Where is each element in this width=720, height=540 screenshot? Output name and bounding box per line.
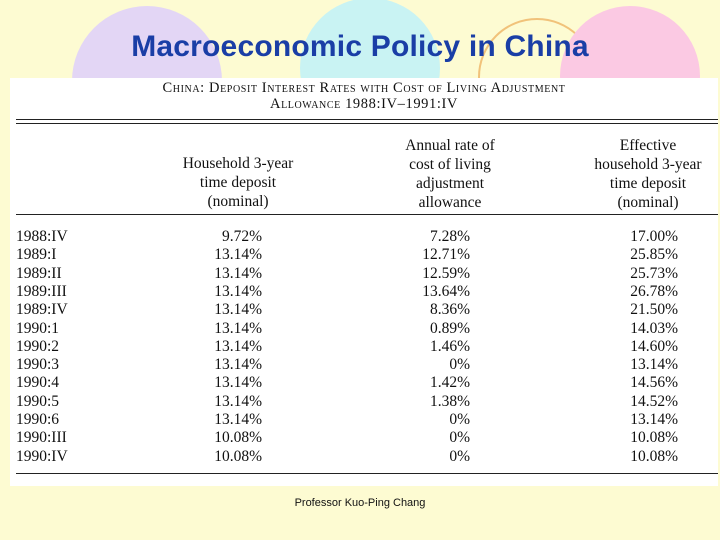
row-deposit: 13.14% <box>214 374 262 392</box>
row-period: 1990:4 <box>16 374 60 392</box>
header-col2-line3: adjustment <box>415 175 485 192</box>
row-allowance: 8.36% <box>429 301 470 319</box>
row-effective: 10.08% <box>630 447 678 465</box>
row-allowance: 1.42% <box>429 374 470 392</box>
row-deposit: 13.14% <box>214 392 262 410</box>
row-deposit: 13.14% <box>214 264 262 282</box>
top-rule <box>16 119 718 120</box>
row-effective: 21.50% <box>630 301 678 319</box>
row-effective: 25.73% <box>630 264 678 282</box>
bottom-rule <box>16 473 718 474</box>
header-col2-line1: Annual rate of <box>405 137 495 154</box>
table-row: 1989:III 13.14% 13.64% 26.78% <box>10 283 718 301</box>
row-deposit: 13.14% <box>214 356 262 374</box>
row-allowance: 7.28% <box>429 228 470 245</box>
header-effective-deposit: Effective household 3-year time deposit … <box>578 136 718 212</box>
row-allowance: 0% <box>449 356 470 374</box>
row-period: 1989:IV <box>16 301 68 319</box>
row-period: 1990:1 <box>16 319 60 337</box>
row-period: 1990:IV <box>16 447 68 465</box>
header-cost-of-living: Annual rate of cost of living adjustment… <box>375 136 525 212</box>
row-period: 1989:II <box>16 264 62 282</box>
row-effective: 13.14% <box>630 411 678 428</box>
header-col2-line2: cost of living <box>409 156 491 173</box>
row-effective: 25.85% <box>630 246 678 264</box>
row-allowance: 0% <box>449 447 470 465</box>
row-allowance: 1.46% <box>429 337 470 355</box>
table-row: 1990:3 13.14% 0% 13.14% <box>10 356 718 374</box>
scanned-table: China: Deposit Interest Rates with Cost … <box>10 78 718 486</box>
row-allowance: 0% <box>449 429 470 447</box>
row-effective: 10.08% <box>630 429 678 447</box>
row-period: 1990:6 <box>16 411 60 428</box>
header-col1-line2: time deposit <box>199 174 277 191</box>
row-period: 1988:IV <box>16 228 68 245</box>
row-period: 1990:3 <box>16 356 60 374</box>
row-effective: 17.00% <box>630 228 678 245</box>
table-caption-line2: Allowance 1988:IV–1991:IV <box>270 96 458 112</box>
row-effective: 14.52% <box>630 392 678 410</box>
row-deposit: 9.72% <box>221 228 262 245</box>
row-deposit: 13.14% <box>214 246 262 264</box>
row-deposit: 13.14% <box>214 411 262 428</box>
table-caption-line1: China: Deposit Interest Rates with Cost … <box>162 80 566 96</box>
table-row: 1990:1 13.14% 0.89% 14.03% <box>10 320 718 338</box>
row-deposit: 13.14% <box>214 319 262 337</box>
table-row: 1990:III 10.08% 0% 10.08% <box>10 429 718 447</box>
header-col2-line4: allowance <box>418 194 482 211</box>
footer-author: Professor Kuo-Ping Chang <box>294 497 426 509</box>
row-effective: 13.14% <box>630 356 678 374</box>
header-col3-line1: Effective <box>619 137 677 154</box>
row-period: 1990:III <box>16 429 67 447</box>
row-allowance: 12.71% <box>422 246 470 264</box>
row-period: 1989:I <box>16 246 57 264</box>
row-allowance: 13.64% <box>422 282 470 300</box>
row-allowance: 1.38% <box>429 392 470 410</box>
row-allowance: 12.59% <box>422 264 470 282</box>
table-row: 1989:II 13.14% 12.59% 25.73% <box>10 265 718 283</box>
header-col1-line3: (nominal) <box>207 193 269 210</box>
row-deposit: 13.14% <box>214 282 262 300</box>
row-effective: 14.03% <box>630 319 678 337</box>
header-col3-line2: household 3-year <box>594 156 702 173</box>
table-row: 1990:6 13.14% 0% 13.14% <box>10 411 718 429</box>
row-period: 1990:5 <box>16 392 60 410</box>
row-period: 1989:III <box>16 282 67 300</box>
row-effective: 14.60% <box>630 337 678 355</box>
header-rule <box>16 214 718 215</box>
header-col1-line1: Household 3-year <box>182 155 294 172</box>
row-effective: 14.56% <box>630 374 678 392</box>
row-allowance: 0% <box>449 411 470 428</box>
slide-title: Macroeconomic Policy in China <box>131 30 589 63</box>
header-col3-line3: time deposit <box>609 175 687 192</box>
row-deposit: 13.14% <box>214 337 262 355</box>
row-deposit: 13.14% <box>214 301 262 319</box>
table-row: 1990:5 13.14% 1.38% 14.52% <box>10 393 718 411</box>
header-household-deposit: Household 3-year time deposit (nominal) <box>158 154 318 211</box>
table-row: 1988:IV 9.72% 7.28% 17.00% <box>10 228 718 246</box>
table-row: 1990:4 13.14% 1.42% 14.56% <box>10 374 718 392</box>
header-col3-line4: (nominal) <box>617 194 679 211</box>
row-period: 1990:2 <box>16 337 60 355</box>
table-row: 1989:I 13.14% 12.71% 25.85% <box>10 246 718 264</box>
table-row: 1990:2 13.14% 1.46% 14.60% <box>10 338 718 356</box>
row-deposit: 10.08% <box>214 429 262 447</box>
row-allowance: 0.89% <box>429 319 470 337</box>
table-row: 1990:IV 10.08% 0% 10.08% <box>10 448 718 466</box>
table-row: 1989:IV 13.14% 8.36% 21.50% <box>10 301 718 319</box>
row-deposit: 10.08% <box>214 447 262 465</box>
top-rule-thin <box>16 123 718 124</box>
row-effective: 26.78% <box>630 282 678 300</box>
